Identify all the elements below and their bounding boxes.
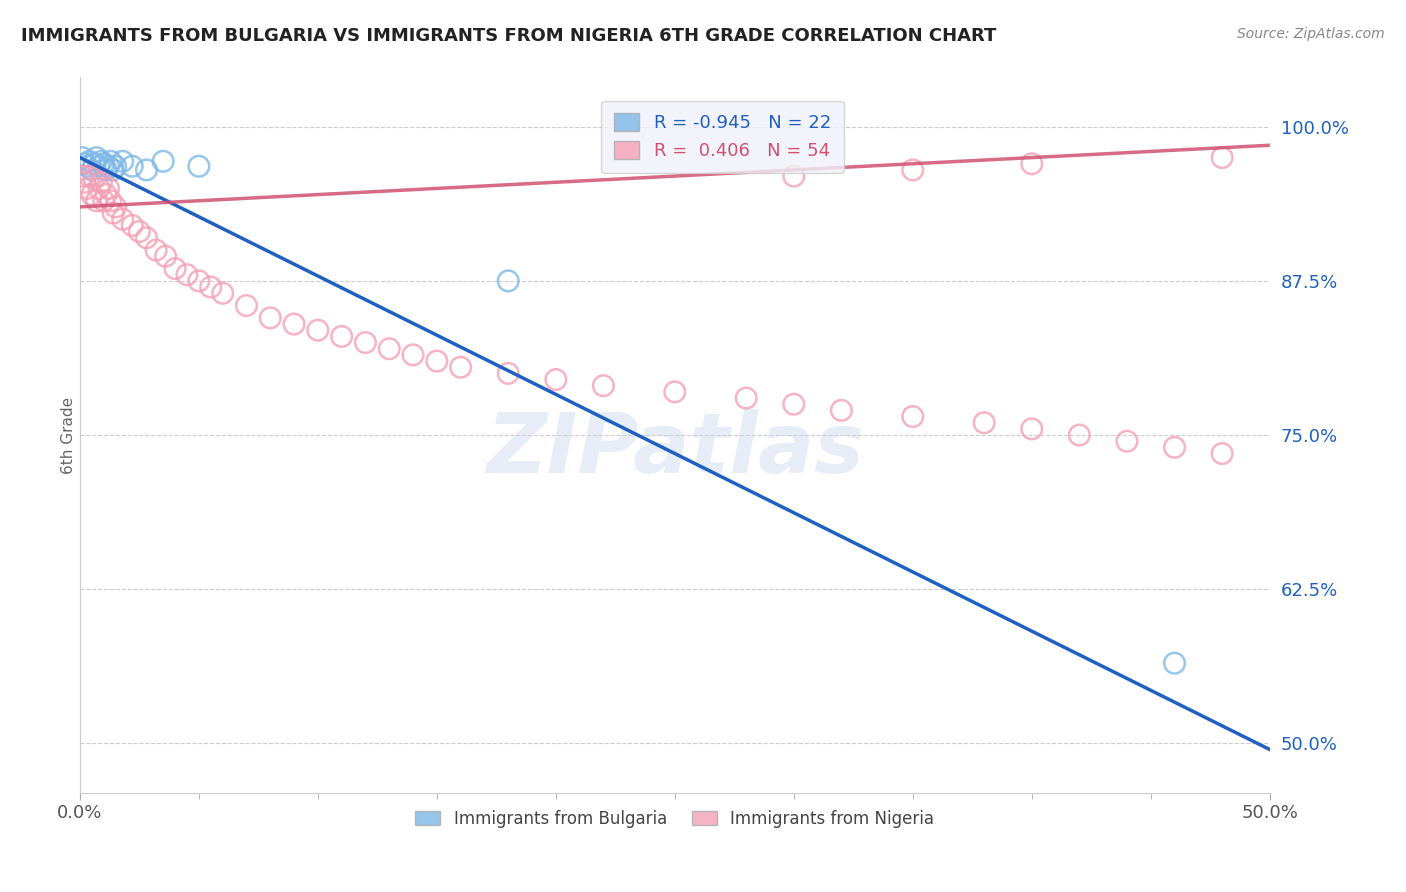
Point	[259, 310, 281, 325]
Point	[200, 280, 222, 294]
Point	[145, 243, 167, 257]
Point	[73, 175, 96, 189]
Point	[176, 268, 198, 282]
Point	[1163, 441, 1185, 455]
Point	[307, 323, 329, 337]
Point	[111, 212, 134, 227]
Point	[187, 159, 209, 173]
Text: Source: ZipAtlas.com: Source: ZipAtlas.com	[1237, 27, 1385, 41]
Point	[94, 187, 117, 202]
Point	[79, 154, 101, 169]
Point	[76, 181, 98, 195]
Point	[90, 175, 112, 189]
Point	[592, 378, 614, 392]
Point	[1211, 446, 1233, 460]
Point	[80, 187, 103, 202]
Point	[93, 194, 115, 208]
Point	[1116, 434, 1139, 449]
Y-axis label: 6th Grade: 6th Grade	[62, 396, 76, 474]
Point	[94, 162, 117, 177]
Point	[496, 367, 519, 381]
Point	[973, 416, 995, 430]
Point	[135, 231, 157, 245]
Point	[86, 151, 108, 165]
Point	[87, 181, 110, 195]
Point	[100, 194, 122, 208]
Point	[901, 162, 924, 177]
Point	[426, 354, 449, 368]
Point	[496, 274, 519, 288]
Point	[1069, 428, 1091, 442]
Point	[901, 409, 924, 424]
Point	[1021, 157, 1043, 171]
Point	[73, 157, 96, 171]
Point	[830, 403, 852, 417]
Point	[83, 171, 105, 186]
Point	[783, 169, 806, 183]
Point	[111, 154, 134, 169]
Point	[87, 159, 110, 173]
Point	[97, 159, 120, 173]
Point	[128, 225, 150, 239]
Point	[80, 162, 103, 177]
Point	[450, 360, 472, 375]
Point	[90, 154, 112, 169]
Point	[70, 169, 93, 183]
Point	[104, 159, 127, 173]
Point	[100, 154, 122, 169]
Text: ZIPatlas: ZIPatlas	[486, 409, 863, 490]
Point	[783, 397, 806, 411]
Point	[76, 159, 98, 173]
Point	[664, 384, 686, 399]
Point	[97, 181, 120, 195]
Point	[121, 219, 143, 233]
Point	[544, 373, 567, 387]
Point	[83, 157, 105, 171]
Point	[235, 299, 257, 313]
Point	[165, 261, 187, 276]
Point	[121, 159, 143, 173]
Point	[103, 206, 125, 220]
Point	[187, 274, 209, 288]
Point	[93, 157, 115, 171]
Point	[330, 329, 353, 343]
Point	[135, 162, 157, 177]
Point	[378, 342, 401, 356]
Point	[735, 391, 758, 405]
Text: IMMIGRANTS FROM BULGARIA VS IMMIGRANTS FROM NIGERIA 6TH GRADE CORRELATION CHART: IMMIGRANTS FROM BULGARIA VS IMMIGRANTS F…	[21, 27, 997, 45]
Point	[1211, 151, 1233, 165]
Point	[354, 335, 377, 350]
Point	[211, 286, 233, 301]
Point	[283, 317, 305, 331]
Point	[70, 151, 93, 165]
Point	[402, 348, 425, 362]
Point	[104, 200, 127, 214]
Point	[152, 154, 174, 169]
Point	[103, 162, 125, 177]
Legend: Immigrants from Bulgaria, Immigrants from Nigeria: Immigrants from Bulgaria, Immigrants fro…	[409, 803, 941, 834]
Point	[155, 249, 177, 263]
Point	[1021, 422, 1043, 436]
Point	[1163, 656, 1185, 670]
Point	[86, 194, 108, 208]
Point	[79, 169, 101, 183]
